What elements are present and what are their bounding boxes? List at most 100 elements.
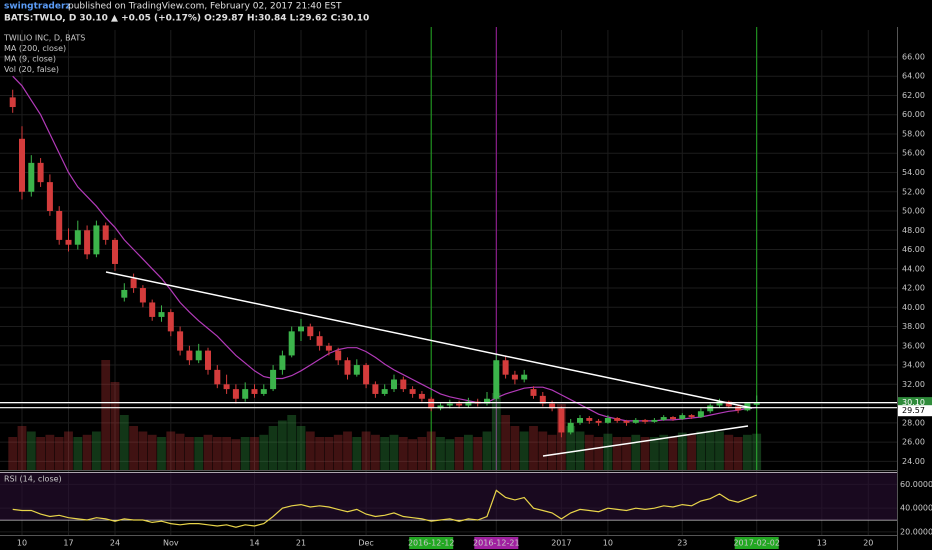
y-tick-label: 34.00 [902,361,925,370]
volume-bar [417,437,427,470]
y-tick-label: 42.00 [902,284,925,293]
candle-body [735,406,742,411]
volume-bar [101,360,111,470]
candle-body [716,401,723,406]
candle-body [530,389,537,396]
volume-bar [715,431,724,470]
volume-bar [194,437,204,470]
volume-bar [73,437,83,470]
volume-bar [743,434,752,470]
candle-body [549,403,556,409]
candle-body [511,374,518,380]
volume-bar [240,437,250,470]
volume-bar [454,437,464,470]
candle-body [112,239,118,264]
y-tick-label: 54.00 [902,168,925,177]
price-tag: 30.10 [902,398,925,407]
x-tick-label: 20 [863,539,873,548]
candle-body [186,350,193,361]
candle-body [298,326,304,332]
y-tick-label: 40.0000 [900,504,932,513]
candle-body [632,419,639,423]
x-tick-label: 17 [63,539,73,548]
y-tick-label: 50.00 [902,207,925,216]
volume-bar [352,437,362,470]
candle-body [260,389,267,394]
x-tick-label: 23 [677,539,687,548]
volume-bar [212,437,222,470]
x-tick-label: 10 [603,539,613,548]
volume-bar [491,393,501,470]
candle-body [697,411,704,418]
volume-bar [315,437,324,470]
candle-body [205,350,211,370]
ma-line [12,75,757,422]
y-tick-label: 40.00 [902,303,925,312]
candle-body [409,389,416,394]
volume-bar [389,434,399,470]
candle-body [149,302,156,317]
y-tick-label: 52.00 [902,187,925,196]
y-tick-label: 28.00 [902,418,925,427]
volume-bar [157,437,166,470]
candle-body [251,389,258,394]
volume-bar [677,432,687,470]
candle-body [539,395,546,404]
volume-bar [296,426,306,470]
volume-bar [175,433,185,470]
candle-body [660,417,667,420]
legend-entry: Vol (20, false) [4,65,59,74]
candle-body [502,360,509,375]
volume-bar [305,431,315,470]
price-tag-bg [898,405,932,417]
y-tick-label: 62.00 [902,91,925,100]
volume-bar [398,437,408,470]
volume-bar [54,437,64,470]
volume-bar [464,434,473,470]
y-tick-label: 46.00 [902,245,925,254]
author[interactable]: swingtraderz [4,2,71,12]
candle-body [232,389,239,399]
volume-bar [380,437,390,470]
volume-bar [705,430,715,470]
volume-bar [361,431,371,470]
volume-bar [584,434,594,470]
candle-body [446,403,453,406]
y-tick-label: 44.00 [902,264,925,273]
volume-bar [203,434,213,470]
candle-body [391,379,397,390]
candle-body [316,336,323,346]
volume-bar [696,431,706,470]
candle-body [270,369,277,390]
candle-body [74,230,81,245]
candle-body [353,365,360,375]
y-tick-label: 48.00 [902,226,925,235]
candle-body [214,369,221,385]
candle-body [614,418,621,421]
volume-bar [17,426,27,470]
volume-bar [371,434,380,470]
candle-body [567,422,574,433]
candle-body [428,398,435,409]
volume-bar [687,434,696,470]
legend-entry: TWILIO INC, D, BATS [3,34,85,43]
candle-body [325,345,332,351]
volume-bar [268,426,278,470]
volume-bar [278,420,287,470]
x-tick-label: 2016-12-21 [473,539,520,548]
rsi-title: RSI (14, close) [4,475,62,484]
volume-bar [529,426,538,470]
volume-bar [436,437,445,470]
candle-body [223,384,230,390]
volume-bar [185,437,194,470]
trend-line [542,425,749,457]
candle-body [177,331,184,351]
candle-body [130,278,137,289]
y-tick-label: 60.0000 [900,480,932,489]
quote: BATS:TWLO, D 30.10 ▲ +0.05 (+0.17%) O:29… [4,14,369,24]
candle-body [558,408,565,433]
candle-body [521,374,528,380]
price-tag: 29.57 [902,406,925,415]
candle-body [363,365,370,385]
